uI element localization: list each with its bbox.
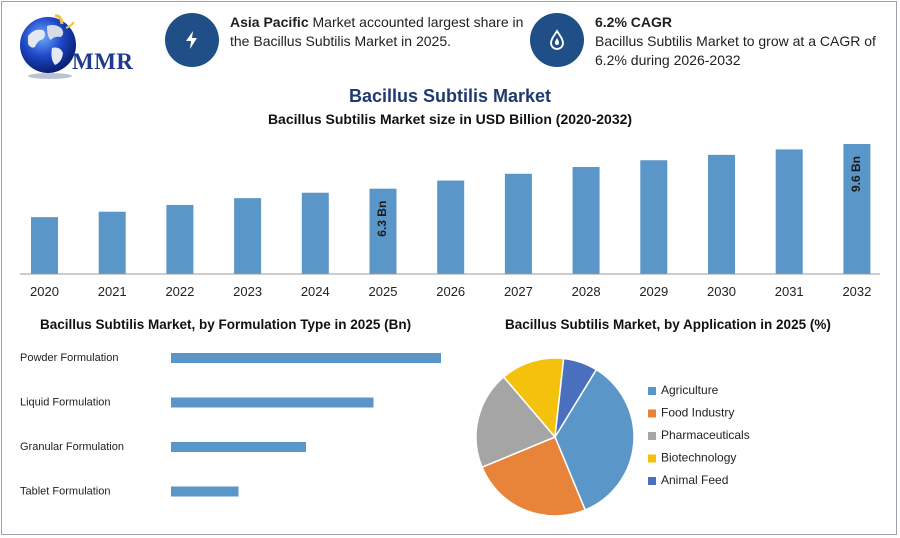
x-tick-label: 2028 bbox=[572, 284, 601, 299]
formulation-title: Bacillus Subtilis Market, by Formulation… bbox=[40, 317, 412, 332]
bar-2030 bbox=[708, 154, 735, 274]
bar-2031 bbox=[775, 149, 803, 274]
formulation-bar bbox=[171, 486, 239, 497]
legend-label: Food Industry bbox=[661, 406, 734, 420]
bar-2028 bbox=[572, 167, 600, 274]
x-tick-label: 2026 bbox=[436, 284, 465, 299]
formulation-label: Granular Formulation bbox=[20, 441, 124, 453]
x-tick-label: 2027 bbox=[504, 284, 533, 299]
pie-slice bbox=[502, 357, 565, 439]
application-pie-chart: Agriculture Food Industry Pharmaceuticals B… bbox=[475, 357, 750, 517]
mmr-logo: MMR bbox=[14, 14, 144, 80]
legend-swatch bbox=[648, 387, 656, 395]
formulation-label: Powder Formulation bbox=[20, 352, 118, 364]
legend-label: Agriculture bbox=[661, 383, 719, 397]
formulation-label: Liquid Formulation bbox=[20, 396, 111, 408]
bar-2027 bbox=[504, 173, 532, 274]
stat2-icon-circle bbox=[530, 13, 584, 67]
stat2-text: 6.2% CAGR Bacillus Subtilis Market to gr… bbox=[595, 13, 890, 70]
drop-icon bbox=[550, 29, 564, 50]
bar-2020 bbox=[31, 217, 58, 274]
region-stat: Asia Pacific Market accounted largest sh… bbox=[165, 13, 525, 67]
x-tick-label: 2024 bbox=[301, 284, 330, 299]
bar-2023 bbox=[234, 198, 262, 274]
x-tick-label: 2020 bbox=[30, 284, 59, 299]
globe-icon bbox=[20, 14, 76, 79]
pie-slice bbox=[554, 368, 635, 511]
formulation-bar bbox=[171, 353, 441, 363]
pie-slice bbox=[475, 375, 557, 469]
bar-2022 bbox=[166, 204, 194, 274]
legend-swatch bbox=[648, 454, 656, 463]
x-tick-label: 2022 bbox=[165, 284, 194, 299]
x-tick-label: 2021 bbox=[98, 284, 127, 299]
legend-label: Pharmaceuticals bbox=[661, 428, 750, 442]
legend-label: Animal Feed bbox=[661, 473, 728, 487]
bar-2025 bbox=[369, 188, 397, 274]
pie-slice bbox=[554, 357, 598, 438]
market-size-bar-chart: 2020 2021 2022 2023 2024 2025 6.3 Bn 2026 2027 20… bbox=[20, 144, 880, 299]
bar-2026 bbox=[437, 180, 465, 274]
x-tick-label: 2031 bbox=[775, 284, 804, 299]
stat2-body: Bacillus Subtilis Market to grow at a CA… bbox=[595, 33, 876, 68]
x-tick-label: 2032 bbox=[842, 284, 871, 299]
stat2-bold: 6.2% CAGR bbox=[595, 14, 673, 30]
stat1-body: Market accounted largest share in the Ba… bbox=[230, 14, 524, 49]
lightning-icon bbox=[186, 31, 197, 49]
formulation-bar bbox=[171, 397, 374, 408]
bar-2032 bbox=[843, 144, 871, 274]
legend-swatch bbox=[648, 409, 656, 418]
chart-subtitle: Bacillus Subtilis Market size in USD Bil… bbox=[267, 111, 633, 127]
bar-data-label: 9.6 Bn bbox=[849, 156, 863, 192]
legend-swatch bbox=[648, 477, 656, 485]
bar-data-label: 6.3 Bn bbox=[375, 201, 389, 237]
formulation-bar-chart: Powder Formulation Liquid Formulation Gran… bbox=[20, 352, 441, 497]
legend-swatch bbox=[648, 432, 656, 440]
x-tick-label: 2029 bbox=[639, 284, 668, 299]
x-tick-label: 2025 bbox=[369, 284, 398, 299]
chart-title: Bacillus Subtilis Market bbox=[348, 86, 552, 106]
logo-text: MMR bbox=[72, 49, 134, 74]
formulation-bar bbox=[171, 442, 306, 452]
application-title: Bacillus Subtilis Market, by Application… bbox=[505, 317, 831, 332]
stat1-text: Asia Pacific Market accounted largest sh… bbox=[230, 13, 525, 51]
bar-2021 bbox=[98, 211, 126, 274]
bar-2029 bbox=[640, 160, 668, 274]
x-tick-label: 2030 bbox=[707, 284, 736, 299]
legend-label: Biotechnology bbox=[661, 451, 736, 465]
x-tick-label: 2023 bbox=[233, 284, 262, 299]
bar-2024 bbox=[301, 192, 329, 274]
formulation-label: Tablet Formulation bbox=[20, 485, 111, 497]
stat1-icon-circle bbox=[165, 13, 219, 67]
cagr-stat: 6.2% CAGR Bacillus Subtilis Market to gr… bbox=[530, 13, 890, 70]
stat1-bold: Asia Pacific bbox=[230, 14, 309, 30]
